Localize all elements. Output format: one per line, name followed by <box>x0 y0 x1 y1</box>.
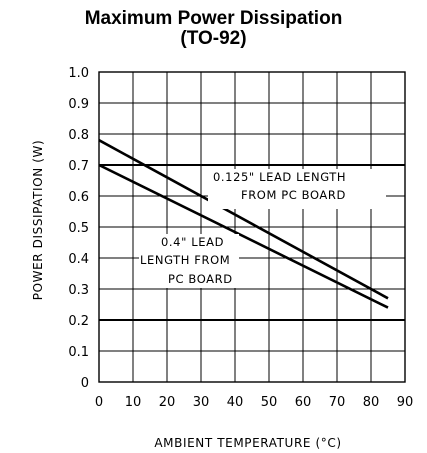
x-tick-label: 40 <box>227 395 244 410</box>
y-tick-label: 0.6 <box>68 190 89 205</box>
series-line-2 <box>98 163 389 309</box>
x-tick-label: 60 <box>295 395 312 410</box>
x-axis-label: AMBIENT TEMPERATURE (°C) <box>154 436 341 450</box>
x-tick-label: 0 <box>95 395 103 410</box>
y-tick-label: 0.1 <box>68 345 89 360</box>
annotations: 0.125" LEAD LENGTH FROM PC BOARD 0.4" LEAD… <box>139 169 386 288</box>
annotation-text: PC BOARD <box>168 272 233 286</box>
y-tick-label: 0.5 <box>68 221 89 236</box>
grid <box>98 71 406 383</box>
plot-frame <box>98 71 406 383</box>
y-tick-label: 0.9 <box>68 97 89 112</box>
x-tick-label: 30 <box>193 395 210 410</box>
annotation-text: 0.125" LEAD LENGTH <box>213 170 346 184</box>
y-tick-label: 0.2 <box>68 314 89 329</box>
y-axis-label: POWER DISSIPATION (W) <box>31 140 45 301</box>
y-tick-label: 0.4 <box>68 252 89 267</box>
annotation-text: FROM PC BOARD <box>241 188 346 202</box>
annotation-bg <box>208 169 386 209</box>
chart-subtitle: (TO-92) <box>180 28 247 49</box>
annotation-bg <box>139 234 239 288</box>
y-tick-label: 0.7 <box>68 159 89 174</box>
series-line-1 <box>98 139 389 300</box>
x-tick-label: 10 <box>125 395 142 410</box>
x-tick-label: 70 <box>329 395 346 410</box>
chart-title: Maximum Power Dissipation <box>84 8 343 29</box>
y-tick-label: 1.0 <box>68 66 89 81</box>
y-tick-label: 0.3 <box>68 283 89 298</box>
y-tick-label: 0.8 <box>68 128 89 143</box>
annotation-text: 0.4" LEAD <box>161 235 224 249</box>
x-tick-label: 90 <box>397 395 414 410</box>
y-tick-label: 0 <box>81 376 89 391</box>
x-tick-label: 80 <box>363 395 380 410</box>
x-tick-label: 50 <box>261 395 278 410</box>
tick-labels: 0 10 20 30 40 50 60 70 80 90 0 0.1 0.2 0.3 0.4 0.5 0.6 0.… <box>68 66 413 410</box>
annotation-text: LENGTH FROM <box>140 253 230 267</box>
series-lines <box>98 139 389 309</box>
x-tick-label: 20 <box>159 395 176 410</box>
